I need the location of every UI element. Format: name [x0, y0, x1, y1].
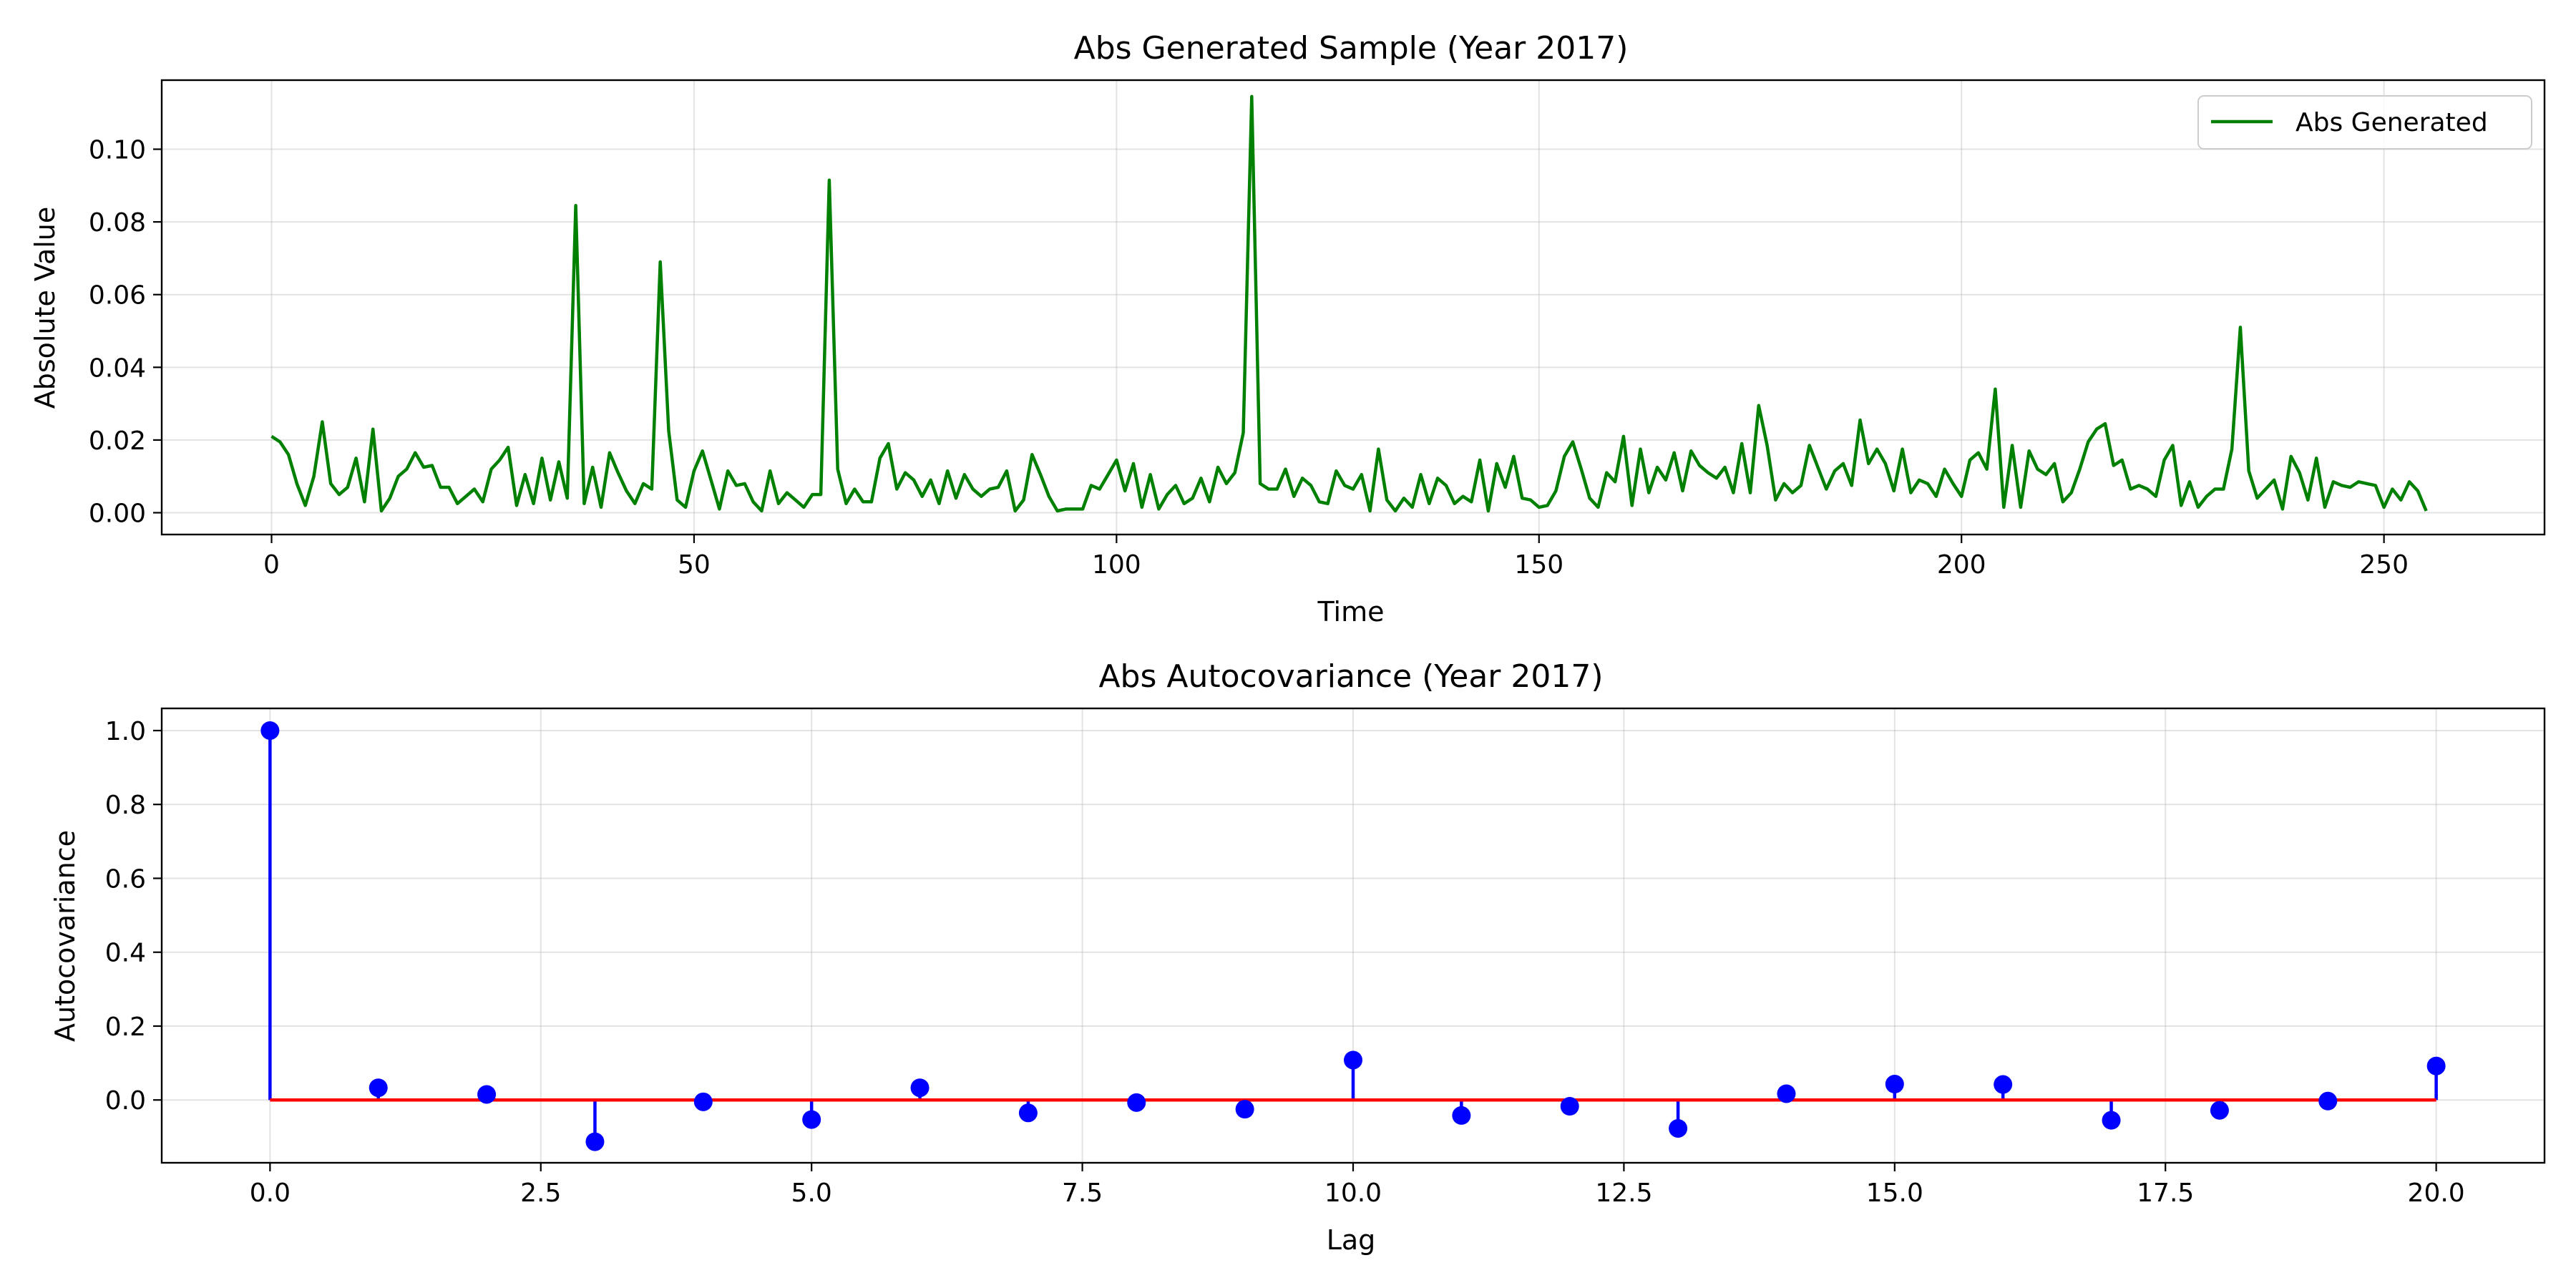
- stem-marker: [1994, 1075, 2013, 1094]
- abs-generated-line-chart: Abs Generated Sample (Year 2017) 0 50 100 1…: [29, 30, 2546, 628]
- markers: [260, 721, 2446, 1151]
- y-tick-label: 0.4: [105, 939, 146, 968]
- y-axis-label: Absolute Value: [29, 207, 61, 409]
- stem-marker: [585, 1132, 605, 1151]
- y-tick-label: 0.08: [89, 208, 146, 238]
- x-axis-ticks: 0.0 2.5 5.0 7.5 10.0 12.5 15.0 17.5 20.0: [250, 1163, 2465, 1208]
- x-tick-label: 200: [1937, 550, 1986, 580]
- y-tick-label: 0.02: [89, 426, 146, 456]
- stem-marker: [260, 721, 280, 740]
- stem-marker: [1235, 1100, 1254, 1119]
- x-axis-ticks: 0 50 100 150 200 250: [263, 535, 2409, 580]
- chart-title: Abs Generated Sample (Year 2017): [1074, 30, 1629, 67]
- plot-frame: [160, 79, 2546, 536]
- stem-marker: [2318, 1091, 2338, 1111]
- stem-marker: [1018, 1103, 1038, 1123]
- grid: [162, 80, 2545, 535]
- x-tick-label: 150: [1514, 550, 1563, 580]
- stem-marker: [693, 1092, 713, 1111]
- stem-marker: [1127, 1093, 1146, 1112]
- stem-marker: [910, 1078, 930, 1098]
- y-tick-label: 1.0: [105, 717, 146, 746]
- stem-marker: [369, 1078, 388, 1098]
- stem-marker: [1777, 1084, 1796, 1103]
- stem-marker: [2102, 1111, 2121, 1130]
- y-tick-label: 0.0: [105, 1086, 146, 1116]
- abs-autocovariance-stem-chart: Abs Autocovariance (Year 2017) 0.0 2.5 5.0…: [49, 658, 2546, 1256]
- stem-marker: [477, 1085, 497, 1104]
- stem-marker: [1669, 1118, 1688, 1138]
- y-axis-ticks: 0.00 0.02 0.04 0.06 0.08 0.10: [89, 136, 162, 529]
- y-tick-label: 0.10: [89, 136, 146, 165]
- chart-title: Abs Autocovariance (Year 2017): [1098, 658, 1603, 695]
- stem-marker: [1560, 1097, 1579, 1116]
- y-tick-label: 0.2: [105, 1013, 146, 1042]
- x-tick-label: 20.0: [2408, 1179, 2465, 1208]
- y-tick-label: 0.06: [89, 281, 146, 311]
- stem-marker: [1885, 1075, 1904, 1094]
- x-tick-label: 12.5: [1595, 1179, 1652, 1208]
- stem-marker: [1452, 1106, 1471, 1125]
- x-tick-label: 5.0: [791, 1179, 832, 1208]
- x-tick-label: 15.0: [1866, 1179, 1923, 1208]
- x-tick-label: 2.5: [520, 1179, 561, 1208]
- series-line-abs-generated: [270, 94, 2428, 513]
- stem-marker: [1344, 1050, 1362, 1070]
- x-tick-label: 50: [678, 550, 711, 580]
- x-tick-label: 100: [1092, 550, 1141, 580]
- x-tick-label: 250: [2359, 550, 2409, 580]
- x-axis-label: Time: [1317, 596, 1385, 628]
- y-tick-label: 0.8: [105, 791, 146, 820]
- x-tick-label: 0: [263, 550, 280, 580]
- legend: Abs Generated: [2197, 95, 2532, 150]
- stem-marker: [802, 1110, 821, 1129]
- x-tick-label: 17.5: [2137, 1179, 2194, 1208]
- y-axis-label: Autocovariance: [49, 830, 81, 1042]
- y-tick-label: 0.04: [89, 353, 146, 383]
- x-tick-label: 7.5: [1062, 1179, 1103, 1208]
- y-tick-label: 0.00: [89, 499, 146, 529]
- stem-marker: [2210, 1101, 2229, 1120]
- x-tick-label: 10.0: [1324, 1179, 1382, 1208]
- series-abs-generated: [270, 94, 2428, 513]
- x-tick-label: 0.0: [250, 1179, 291, 1208]
- legend-entry-abs-generated: Abs Generated: [2296, 108, 2488, 137]
- legend-box: [2197, 95, 2532, 150]
- x-axis-label: Lag: [1327, 1224, 1376, 1256]
- y-axis-ticks: 0.0 0.2 0.4 0.6 0.8 1.0: [105, 717, 162, 1116]
- y-tick-label: 0.6: [105, 864, 146, 894]
- stem-marker: [2426, 1056, 2446, 1075]
